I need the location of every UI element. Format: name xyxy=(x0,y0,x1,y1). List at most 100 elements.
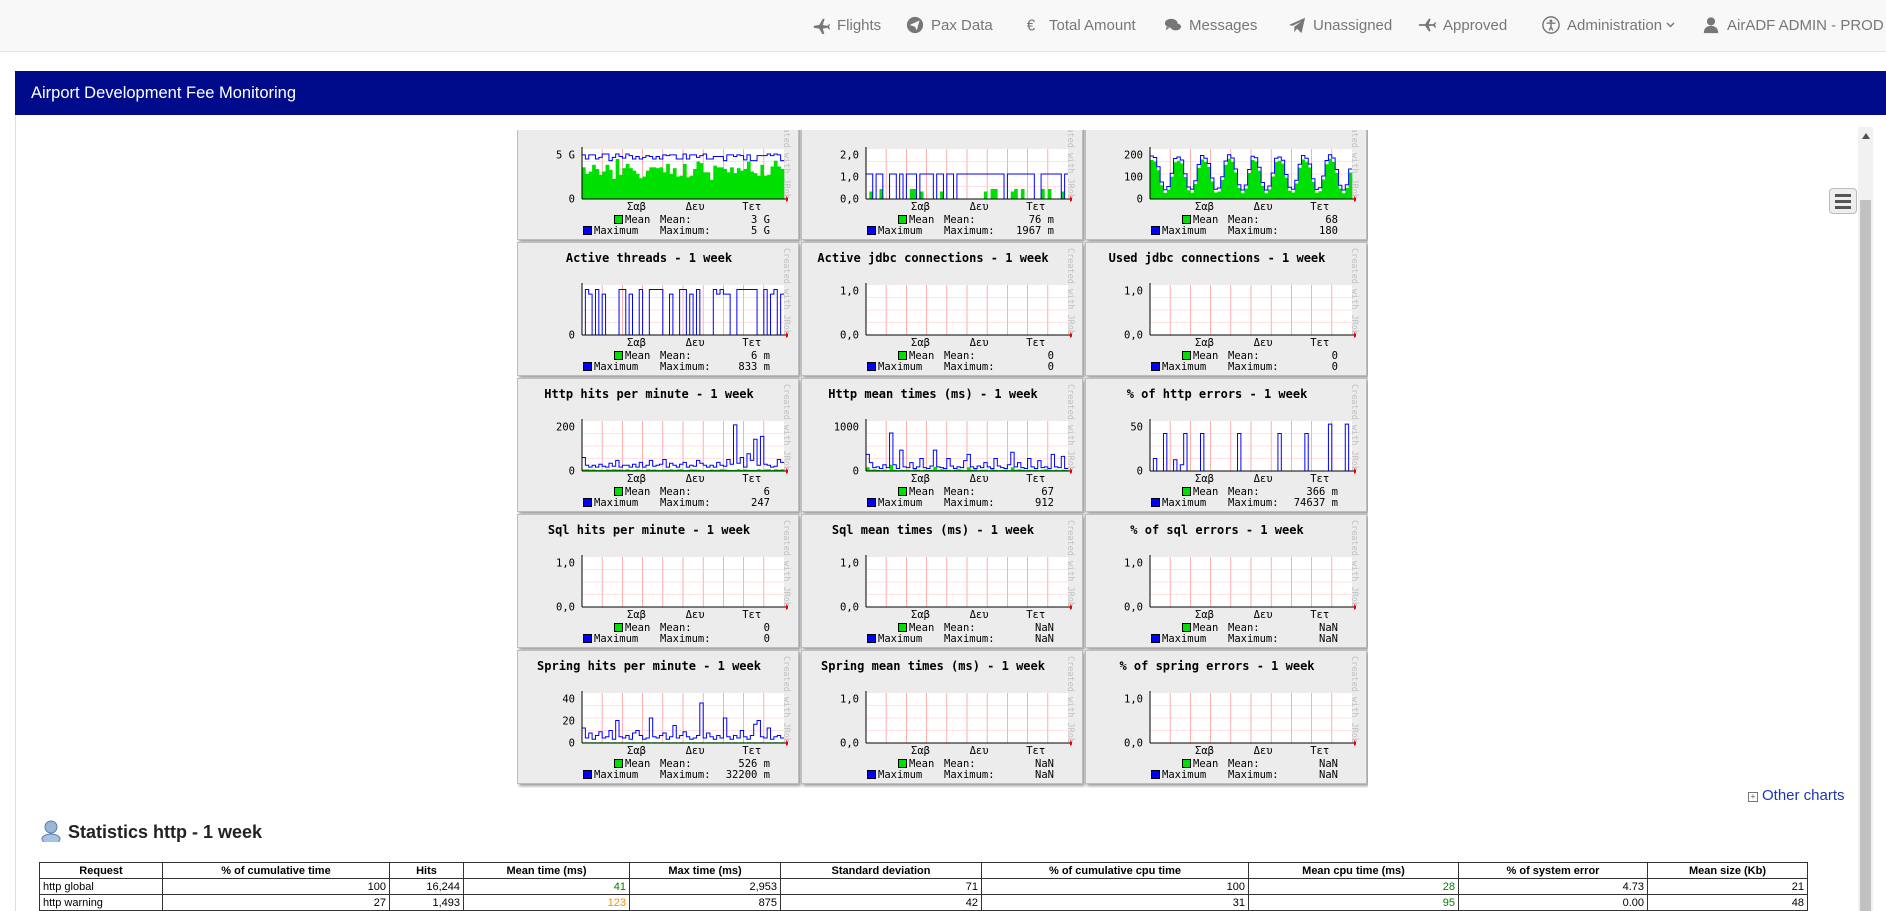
legend-swatch xyxy=(614,215,623,224)
mean-area-bar xyxy=(1288,190,1292,199)
mean-area-bar xyxy=(1020,189,1025,199)
column-header[interactable]: Hits xyxy=(389,862,464,879)
mean-area-bar xyxy=(1000,469,1005,471)
mean-area-bar xyxy=(709,179,714,199)
y-tick-label: 0,0 xyxy=(840,194,859,206)
nav-item-airadf-admin-prod[interactable]: AirADF ADMIN - PROD xyxy=(1702,0,1886,51)
mean-area-bar xyxy=(1207,167,1211,199)
request-link[interactable]: http warning xyxy=(39,894,163,911)
mean-area-bar xyxy=(763,469,768,471)
mean-area-bar xyxy=(635,469,640,471)
mean-area-bar xyxy=(1237,188,1242,199)
other-charts-label[interactable]: Other charts xyxy=(1762,787,1845,804)
legend-label: Mean xyxy=(909,350,935,362)
mean-area-bar xyxy=(983,469,988,471)
legend-label: Mean xyxy=(909,214,935,226)
legend-swatch xyxy=(1182,759,1191,768)
mean-area-bar xyxy=(703,172,707,199)
column-header[interactable]: Mean time (ms) xyxy=(463,862,630,879)
x-axis-arrow-icon xyxy=(1070,468,1072,474)
nav-item-total-amount[interactable]: € Total Amount xyxy=(1024,0,1136,51)
mean-area-bar xyxy=(993,189,998,199)
legend-key: Mean: xyxy=(944,622,976,634)
chart-title: Http hits per minute - 1 week xyxy=(544,387,754,401)
nav-item-flights[interactable]: Flights xyxy=(812,0,881,51)
legend-swatch xyxy=(867,226,876,235)
chart-panel: 1,0 0,0 Σαβ Δευ Τετ Active jdbc connections -… xyxy=(801,242,1083,376)
x-axis-arrow-icon xyxy=(1070,332,1072,338)
mean-area-bar xyxy=(767,174,771,199)
legend-row: Mean Mean: 6 m xyxy=(518,350,788,362)
x-tick-label: Δευ xyxy=(1254,337,1273,349)
other-charts-link[interactable]: + Other charts xyxy=(1748,787,1845,804)
x-axis-arrow-icon xyxy=(1070,740,1072,746)
chart-panel: 1,0 0,0 Σαβ Δευ Τετ % of sql errors - 1 week C… xyxy=(1085,514,1367,648)
jrobin-watermark: Created with JRobin xyxy=(781,656,791,742)
legend-key: Mean: xyxy=(944,214,976,226)
legend-value: NaN xyxy=(1035,769,1054,781)
legend-value: 5 G xyxy=(751,225,770,237)
mean-area-bar xyxy=(699,469,704,471)
nav-item-label: Approved xyxy=(1443,17,1508,34)
x-axis-arrow-icon xyxy=(1354,468,1356,474)
column-header[interactable]: % of cumulative cpu time xyxy=(981,862,1249,879)
nav-item-messages[interactable]: Messages xyxy=(1164,0,1257,51)
table-cell: 31 xyxy=(981,894,1249,911)
mean-area-bar xyxy=(1301,159,1306,199)
x-tick-label: Σαβ xyxy=(911,473,930,485)
nav-item-unassigned[interactable]: Unassigned xyxy=(1288,0,1392,51)
mean-area-bar xyxy=(1004,469,1008,471)
nav-item-approved[interactable]: Approved xyxy=(1418,0,1507,51)
legend-label: Maximum xyxy=(594,769,639,781)
legend-label: Maximum xyxy=(878,769,923,781)
mean-area-bar xyxy=(1277,160,1282,199)
mean-area-bar xyxy=(686,469,691,471)
legend-row: Maximum Maximum: 912 xyxy=(802,497,1072,509)
legend-key: Mean: xyxy=(944,350,976,362)
x-tick-label: Σαβ xyxy=(911,337,930,349)
legend-value: 76 m xyxy=(1028,214,1054,226)
mean-area-bar xyxy=(1027,469,1032,471)
column-header[interactable]: Standard deviation xyxy=(780,862,982,879)
mean-area-bar xyxy=(876,469,880,471)
column-header[interactable]: Mean cpu time (ms) xyxy=(1248,862,1459,879)
y-tick-label: 0,0 xyxy=(840,330,859,342)
menu-icon[interactable] xyxy=(1829,188,1857,214)
mean-area-bar xyxy=(632,170,637,199)
column-header[interactable]: Mean size (Kb) xyxy=(1647,862,1808,879)
table-cell: 4.73 xyxy=(1458,878,1648,895)
mean-area-bar xyxy=(1200,159,1205,199)
x-tick-label: Σαβ xyxy=(911,745,930,757)
nav-item-administration[interactable]: Administration xyxy=(1542,0,1682,51)
chart-plot: 1,0 0,0 Σαβ Δευ Τετ xyxy=(1124,691,1356,757)
column-header[interactable]: Max time (ms) xyxy=(629,862,781,879)
x-tick-label: Τετ xyxy=(742,337,761,349)
legend-value: NaN xyxy=(1319,758,1338,770)
mean-area-bar xyxy=(649,469,653,471)
comments-icon xyxy=(1164,18,1182,31)
chart-title: Spring mean times (ms) - 1 week xyxy=(821,659,1045,673)
legend-row: Maximum Maximum: 0 xyxy=(518,633,788,645)
column-header[interactable]: % of cumulative time xyxy=(162,862,390,879)
mean-area-bar xyxy=(736,168,741,199)
scrollbar-thumb[interactable] xyxy=(1860,200,1871,911)
mean-area-bar xyxy=(740,469,744,471)
column-header[interactable]: % of system error xyxy=(1458,862,1648,879)
column-header[interactable]: Request xyxy=(39,862,163,879)
legend-row: Mean Mean: 526 m xyxy=(518,758,788,770)
request-link[interactable]: http global xyxy=(39,878,163,895)
legend-swatch xyxy=(583,634,592,643)
legend-row: Maximum Maximum: 74637 m xyxy=(1086,497,1356,509)
x-tick-label: Δευ xyxy=(686,745,705,757)
mean-area-bar xyxy=(649,167,653,199)
expand-plus-icon[interactable]: + xyxy=(1748,792,1758,802)
mean-area-bar xyxy=(743,169,748,199)
chart-panel: 200 0 Σαβ Δευ Τετ Http hits per minute - 1 we… xyxy=(517,378,799,512)
nav-item-pax-data[interactable]: Pax Data xyxy=(906,0,993,51)
user-avatar-icon xyxy=(41,820,61,842)
legend-row: Maximum Maximum: 5 G xyxy=(518,225,788,237)
scroll-up-arrow-icon[interactable] xyxy=(1862,133,1870,139)
table-cell: 16,244 xyxy=(389,878,464,895)
legend-value: 180 xyxy=(1319,225,1338,237)
chart-panel: 0 Σαβ Δευ Τετ Active threads - 1 week Created… xyxy=(517,242,799,376)
